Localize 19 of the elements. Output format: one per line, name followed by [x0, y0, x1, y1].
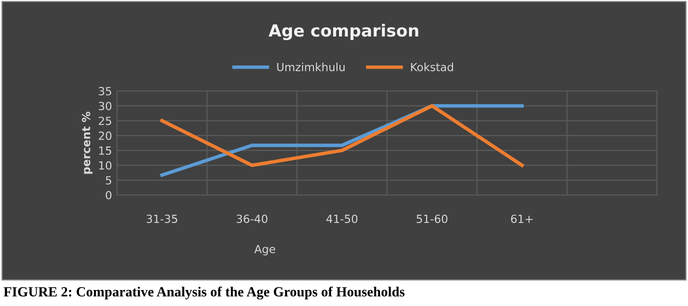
y-tick-label: 10: [99, 161, 112, 170]
y-tick-label: 30: [98, 102, 112, 110]
x-tick-label: 61+: [511, 214, 533, 224]
x-tick-label: 31-35: [146, 214, 178, 224]
x-axis-title: Age: [254, 244, 276, 256]
chart-title: Age comparison: [268, 24, 418, 40]
y-tick-label: 0: [106, 190, 112, 200]
y-tick-label: 15: [99, 146, 112, 155]
legend-label: Umzimkhulu: [277, 62, 345, 72]
y-axis-title: percent %: [82, 112, 92, 174]
legend-label: Kokstad: [411, 62, 453, 72]
y-tick-label: 20: [98, 132, 112, 140]
x-tick-label: 41-50: [326, 214, 358, 224]
caption: FIGURE 2: Comparative Analysis of the Age Groups of Households: [4, 286, 405, 300]
x-tick-label: 51-60: [416, 214, 448, 224]
y-tick-label: 5: [106, 176, 112, 185]
y-tick-label: 35: [98, 86, 112, 96]
y-tick-label: 25: [98, 116, 112, 126]
x-tick-label: 36-40: [236, 214, 268, 224]
